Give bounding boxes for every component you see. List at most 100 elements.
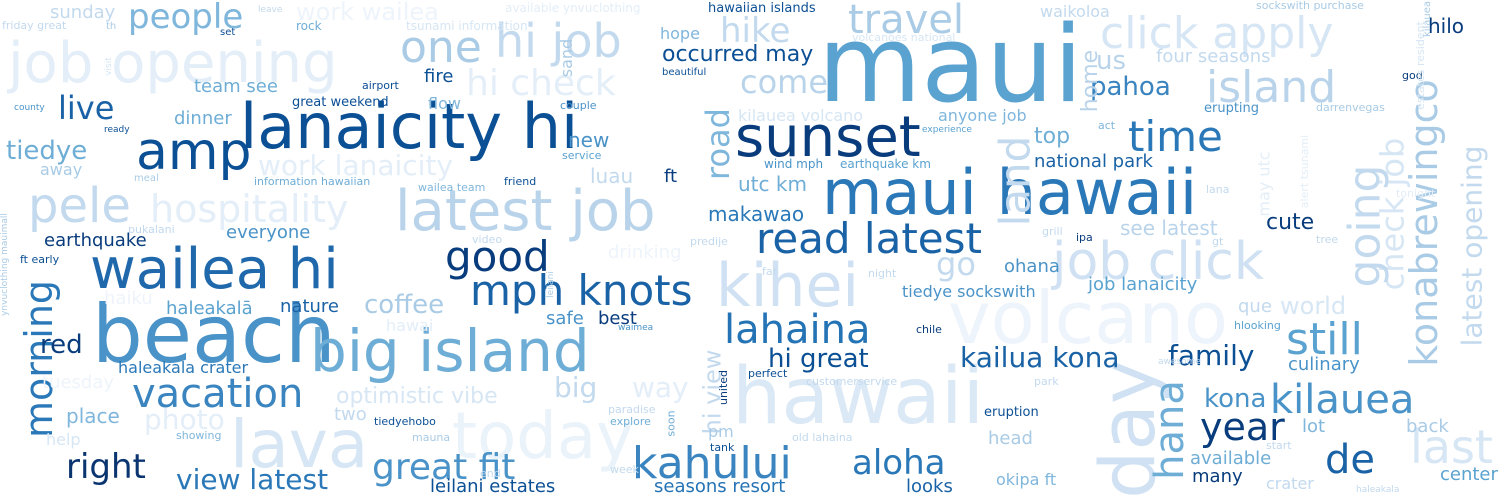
word-hi-job: hi job (495, 14, 622, 68)
word-seasons-resort: seasons resort (654, 476, 786, 497)
word-best: best (598, 308, 637, 329)
word-ft-early: ft early (20, 253, 60, 266)
word-dinner: dinner (174, 108, 232, 129)
word-national-park: national park (1034, 151, 1153, 172)
word-end: end (480, 467, 501, 480)
word-couple: couple (560, 99, 597, 112)
word-information-hawaiian: information hawaiian (254, 175, 371, 188)
word-soon: soon (664, 410, 678, 437)
word-way: way (632, 371, 689, 404)
word-safe: safe (546, 308, 584, 329)
word-hi-check: hi check (466, 63, 616, 104)
word-haleakala-crater: haleakala crater (118, 358, 249, 377)
word-come: come (740, 63, 829, 101)
word-th: th (106, 21, 117, 32)
word-maui: maui (818, 3, 1083, 126)
word-go: go (936, 245, 976, 283)
word-job-opening: job opening (8, 31, 338, 96)
word-kihei: kihei (716, 251, 860, 321)
word-help: help (46, 430, 81, 449)
word-amp: amp (136, 122, 252, 182)
word-lana: lana (1206, 183, 1230, 196)
word-tank: tank (710, 441, 735, 454)
word-kahului: kahului (632, 438, 792, 489)
word-paradise: paradise (608, 403, 656, 416)
word-ohana: ohana (1004, 256, 1060, 277)
word-luau: luau (590, 164, 634, 188)
word-volcanoes-national: volcanoes national (852, 31, 956, 44)
word-cute: cute (1266, 210, 1315, 235)
word-pahoa: pahoa (1090, 72, 1171, 102)
word-hawaii: hawaii (732, 352, 985, 442)
word-que: que (1238, 296, 1272, 317)
word-volcano: volcano (948, 276, 1229, 360)
word-hospitality: hospitality (150, 187, 349, 231)
word-utc-km: utc km (738, 172, 807, 196)
word-job-click: job click (1052, 232, 1264, 292)
word-wind-mph: wind mph (764, 157, 824, 171)
word-culinary: culinary (1288, 354, 1360, 375)
word-waikoloa: waikoloa (1040, 2, 1110, 21)
word-sunset: sunset (735, 105, 921, 170)
word-god: god (1402, 69, 1423, 82)
word-pm: pm (708, 422, 734, 441)
word-ipa: ipa (1076, 231, 1093, 244)
word-wailea-team: wailea team (418, 181, 486, 194)
word-lahaina: lahaina (724, 307, 871, 353)
word-latest-job: latest job (395, 179, 656, 244)
word-available: available (1190, 448, 1272, 469)
word-center: center (1440, 464, 1498, 485)
word-occurred-may: occurred may (662, 42, 814, 67)
word-red: red (40, 330, 83, 360)
word-customerservice: customerservice (806, 375, 898, 388)
word-night: night (868, 267, 897, 280)
word-tiedye: tiedye (6, 136, 88, 166)
word-perfect: perfect (748, 367, 788, 380)
word-still: still (1286, 314, 1363, 365)
word-work-wailea: work wailea (296, 0, 439, 26)
word-friday-great: friday great (2, 19, 67, 32)
word-erupting: erupting (1204, 101, 1260, 116)
word-road: road (698, 108, 737, 180)
word-earthquake-km: earthquake km (840, 157, 931, 171)
word-sockswith-purchase: sockswith purchase (1256, 0, 1364, 12)
word-awesome: awesome (1158, 357, 1201, 367)
word-travel: travel (848, 0, 965, 43)
word-grill: grill (1042, 225, 1063, 238)
word-away: away (40, 160, 83, 179)
word-pukalani: pukalani (128, 223, 175, 236)
word-island: island (1206, 62, 1337, 113)
word-earthquake: earthquake (44, 230, 147, 251)
word-hi-great: hi great (768, 344, 869, 374)
word-showing: showing (176, 429, 222, 442)
word-optimistic-vibe: optimistic vibe (336, 384, 498, 409)
word-de: de (1325, 437, 1375, 483)
word-everyone: everyone (226, 222, 311, 243)
word-latest-opening: latest opening (1455, 145, 1489, 347)
word-hawaiian-islands: hawaiian islands (708, 1, 816, 16)
word-hlooking: hlooking (1234, 319, 1281, 332)
word-world: world (1280, 292, 1347, 320)
word-alert-tsunami: alert tsunami (1298, 134, 1312, 209)
word-head: head (988, 428, 1033, 449)
word-tiedye-sockswith: tiedye sockswith (902, 282, 1036, 301)
word-hilo: hilo (1428, 14, 1465, 38)
word-one: one (400, 22, 482, 73)
word-anyone-job: anyone job (938, 106, 1027, 125)
word-last: last (1410, 420, 1493, 474)
word-kilauea-small: kilauea (1422, 1, 1434, 38)
word-right: right (66, 447, 146, 487)
word-united: united (717, 369, 731, 406)
word-airport: airport (362, 79, 399, 92)
word-sand: sand (557, 38, 577, 78)
word-gt: gt (1212, 235, 1224, 248)
word-home: home (1078, 49, 1104, 113)
word-looks: looks (906, 476, 953, 497)
word-experience: experience (922, 125, 972, 135)
word-two: two (334, 404, 367, 425)
word-live: live (58, 89, 115, 127)
word-hike: hike (720, 11, 791, 51)
word-far: far (762, 265, 778, 278)
word-view-latest: view latest (176, 463, 329, 496)
word-photo: photo (144, 403, 225, 436)
